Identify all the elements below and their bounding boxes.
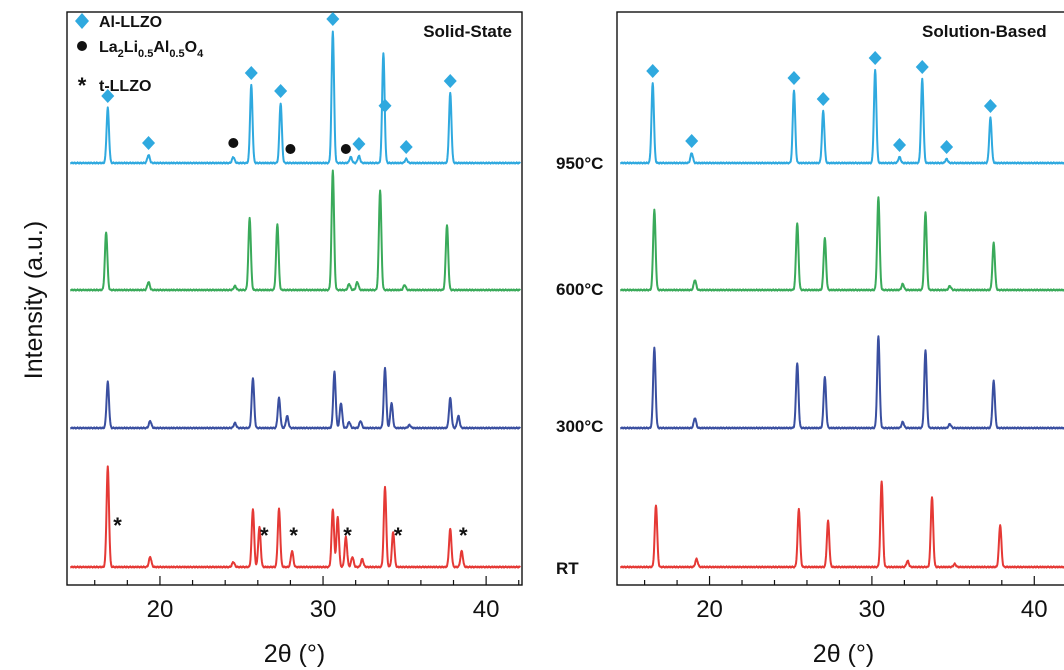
legend-label-al-llzo: Al-LLZO <box>99 14 162 31</box>
al-llzo-diamond-marker <box>915 60 929 74</box>
la2li-circle-marker <box>340 143 351 154</box>
t-llzo-asterisk-marker: * <box>459 523 468 548</box>
solid-series-950c <box>69 30 522 165</box>
solid-x-tick-label: 30 <box>310 596 337 623</box>
solution-series-300c <box>619 335 1064 430</box>
temp-label-rt: RT <box>556 559 579 578</box>
solution-plot-frame <box>616 11 1064 586</box>
solid-x-tick-label: 40 <box>473 596 500 623</box>
solution-series-600c <box>619 196 1064 292</box>
la2li-circle-marker <box>228 138 239 148</box>
solid-x-tick-label: 20 <box>147 596 174 623</box>
al-llzo-diamond-marker <box>868 51 882 65</box>
t-llzo-asterisk-marker: * <box>260 523 269 548</box>
solution-x-tick-label: 20 <box>696 596 723 623</box>
solution-x-axis-title: 2θ (°) <box>813 640 874 668</box>
legend-label-la2li-phase: La2Li0.5Al0.5O4 <box>99 39 204 60</box>
al-llzo-diamond-marker <box>352 137 366 151</box>
la2li-circle-marker <box>285 144 296 154</box>
solution-series-950c <box>619 68 1064 165</box>
al-llzo-diamond-marker <box>443 74 457 88</box>
t-llzo-asterisk-marker: * <box>289 523 298 548</box>
temp-label-950: 950°C <box>556 154 603 173</box>
legend-diamond-icon <box>75 13 89 29</box>
al-llzo-diamond-marker <box>142 136 156 150</box>
t-llzo-asterisk-marker: * <box>394 523 403 548</box>
al-llzo-diamond-marker <box>399 140 413 154</box>
legend-asterisk-icon: * <box>78 73 87 98</box>
solid-series-600c <box>69 169 522 292</box>
al-llzo-diamond-marker <box>816 92 830 106</box>
al-llzo-diamond-marker <box>685 134 699 148</box>
legend-label-t-llzo: t-LLZO <box>99 78 151 95</box>
solution-series-rt <box>619 480 1064 569</box>
solid-plot-frame <box>66 11 523 586</box>
t-llzo-asterisk-marker: * <box>113 513 122 538</box>
al-llzo-diamond-marker <box>893 138 907 152</box>
y-axis-label: Intensity (a.u.) <box>20 221 48 379</box>
temp-label-300: 300°C <box>556 417 603 436</box>
solution-panel-title: Solution-Based <box>922 22 1047 41</box>
al-llzo-diamond-marker <box>940 140 954 154</box>
legend-circle-icon <box>77 41 87 51</box>
al-llzo-diamond-marker <box>101 89 115 103</box>
al-llzo-diamond-marker <box>787 71 801 85</box>
legend: Al-LLZO La2Li0.5Al0.5O4 * t-LLZO <box>75 13 204 98</box>
solid-x-axis-title: 2θ (°) <box>264 640 325 668</box>
temp-label-600: 600°C <box>556 280 603 299</box>
solution-x-tick-label: 40 <box>1021 596 1048 623</box>
solid-panel-title: Solid-State <box>423 22 512 41</box>
solid-state-panel: 20 30 40 2θ (°) Solid-State * * * * * * <box>66 11 523 668</box>
t-llzo-asterisk-marker: * <box>343 523 352 548</box>
al-llzo-diamond-marker <box>326 12 340 26</box>
al-llzo-diamond-marker <box>983 99 997 113</box>
solid-series-300c <box>69 366 522 430</box>
al-llzo-diamond-marker <box>378 98 392 113</box>
solution-x-tick-label: 30 <box>859 596 886 623</box>
al-llzo-diamond-marker <box>274 84 288 98</box>
solution-based-panel: 20 30 40 2θ (°) Solution-Based <box>616 11 1064 668</box>
al-llzo-diamond-marker <box>244 66 258 80</box>
al-llzo-diamond-marker <box>646 64 660 78</box>
solid-series-rt <box>69 465 522 569</box>
